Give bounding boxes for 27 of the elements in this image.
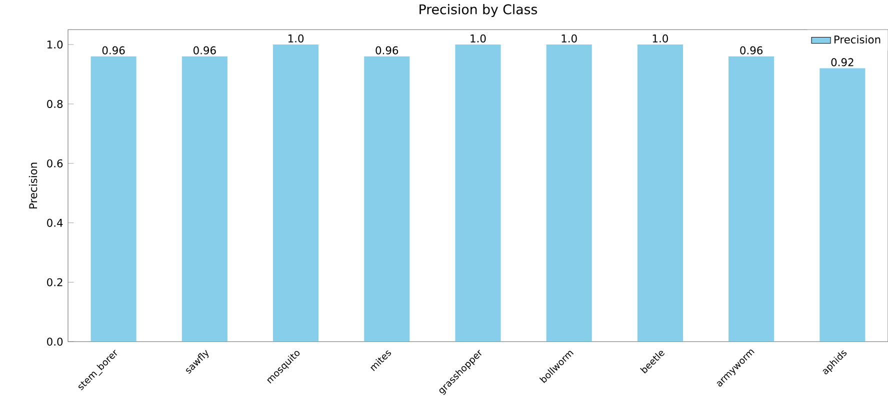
bar [820, 68, 866, 342]
bar [182, 56, 228, 342]
y-tick-label: 0.2 [47, 278, 62, 286]
y-tick-label: 0.8 [47, 100, 63, 108]
bar [273, 44, 319, 342]
bar [546, 44, 592, 342]
data-label: 1.0 [470, 34, 486, 42]
data-label: 0.96 [740, 46, 763, 54]
y-tick-label: 0.6 [47, 159, 63, 168]
y-tick-label: 1.0 [48, 40, 63, 49]
bar [637, 44, 683, 342]
y-axis-title: Precision [28, 162, 38, 208]
data-label: 0.96 [376, 46, 398, 54]
data-label: 1.0 [288, 34, 304, 42]
chart-title: Precision by Class [420, 4, 538, 17]
data-label: 0.96 [194, 46, 216, 54]
legend-label: Precision [834, 35, 880, 44]
bar [455, 44, 501, 342]
data-label: 0.96 [102, 46, 125, 54]
data-label: 1.0 [652, 34, 668, 42]
data-label: 1.0 [562, 34, 577, 42]
bar [90, 56, 136, 342]
y-tick-label: 0.0 [47, 338, 63, 346]
data-label: 0.92 [831, 58, 854, 66]
bar [728, 56, 774, 342]
y-tick-label: 0.4 [47, 218, 63, 227]
bar [364, 56, 410, 342]
